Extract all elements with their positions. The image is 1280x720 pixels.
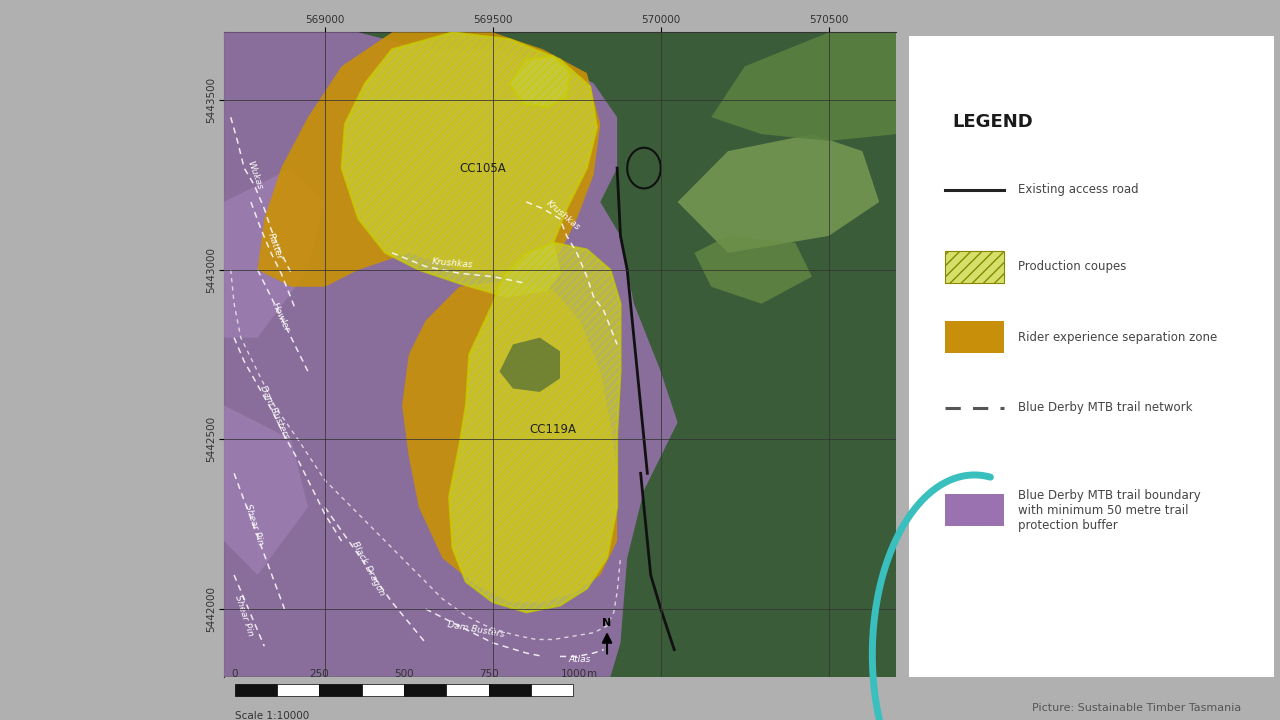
Text: Dam Busters: Dam Busters	[259, 384, 291, 441]
Polygon shape	[342, 32, 596, 297]
Text: Shear Pin: Shear Pin	[243, 503, 265, 546]
Text: Atlas: Atlas	[570, 655, 591, 665]
Text: Blue Derby MTB trail network: Blue Derby MTB trail network	[1019, 401, 1193, 414]
Text: Production coupes: Production coupes	[1019, 260, 1126, 273]
Text: Wukas: Wukas	[244, 159, 264, 191]
Text: Existing access road: Existing access road	[1019, 184, 1139, 197]
Polygon shape	[224, 405, 308, 575]
Text: Blue Derby MTB trail boundary
with minimum 50 metre trail
protection buffer: Blue Derby MTB trail boundary with minim…	[1019, 489, 1201, 531]
Text: Black Dragon: Black Dragon	[351, 539, 387, 597]
Text: m: m	[586, 669, 596, 679]
Text: CC105A: CC105A	[460, 161, 506, 174]
Bar	[531, 684, 573, 696]
Polygon shape	[224, 32, 677, 677]
Polygon shape	[694, 236, 812, 304]
Text: Rider experience separation zone: Rider experience separation zone	[1019, 330, 1217, 343]
Text: 500: 500	[394, 669, 413, 679]
Polygon shape	[611, 32, 896, 677]
Text: Scale 1:10000: Scale 1:10000	[234, 711, 308, 720]
Polygon shape	[257, 32, 600, 287]
Text: Shear Pin: Shear Pin	[233, 594, 255, 637]
Text: 750: 750	[479, 669, 499, 679]
Text: LEGEND: LEGEND	[952, 113, 1033, 131]
Text: CC119A: CC119A	[530, 423, 577, 436]
Text: 250: 250	[310, 669, 329, 679]
Text: Howler: Howler	[270, 301, 292, 333]
Bar	[276, 684, 320, 696]
FancyBboxPatch shape	[891, 4, 1280, 708]
Bar	[362, 684, 404, 696]
Text: Picture: Sustainable Timber Tasmania: Picture: Sustainable Timber Tasmania	[1033, 703, 1242, 713]
Bar	[945, 251, 1004, 283]
Bar	[447, 684, 489, 696]
Polygon shape	[712, 32, 896, 141]
Bar	[234, 684, 276, 696]
Polygon shape	[402, 280, 617, 602]
Polygon shape	[509, 56, 570, 107]
Bar	[489, 684, 531, 696]
Polygon shape	[449, 243, 621, 612]
Text: 1000: 1000	[561, 669, 586, 679]
Text: 0: 0	[232, 669, 238, 679]
Polygon shape	[677, 134, 879, 253]
Text: Dam Busters: Dam Busters	[447, 620, 506, 639]
Text: N: N	[603, 618, 612, 628]
Polygon shape	[499, 338, 561, 392]
Bar	[945, 321, 1004, 354]
Text: Ratter: Ratter	[265, 231, 283, 261]
Bar	[945, 494, 1004, 526]
Text: Krushkas: Krushkas	[544, 199, 582, 233]
Text: Krushkas: Krushkas	[431, 257, 474, 269]
Bar	[404, 684, 447, 696]
Polygon shape	[224, 168, 325, 338]
Bar	[320, 684, 362, 696]
